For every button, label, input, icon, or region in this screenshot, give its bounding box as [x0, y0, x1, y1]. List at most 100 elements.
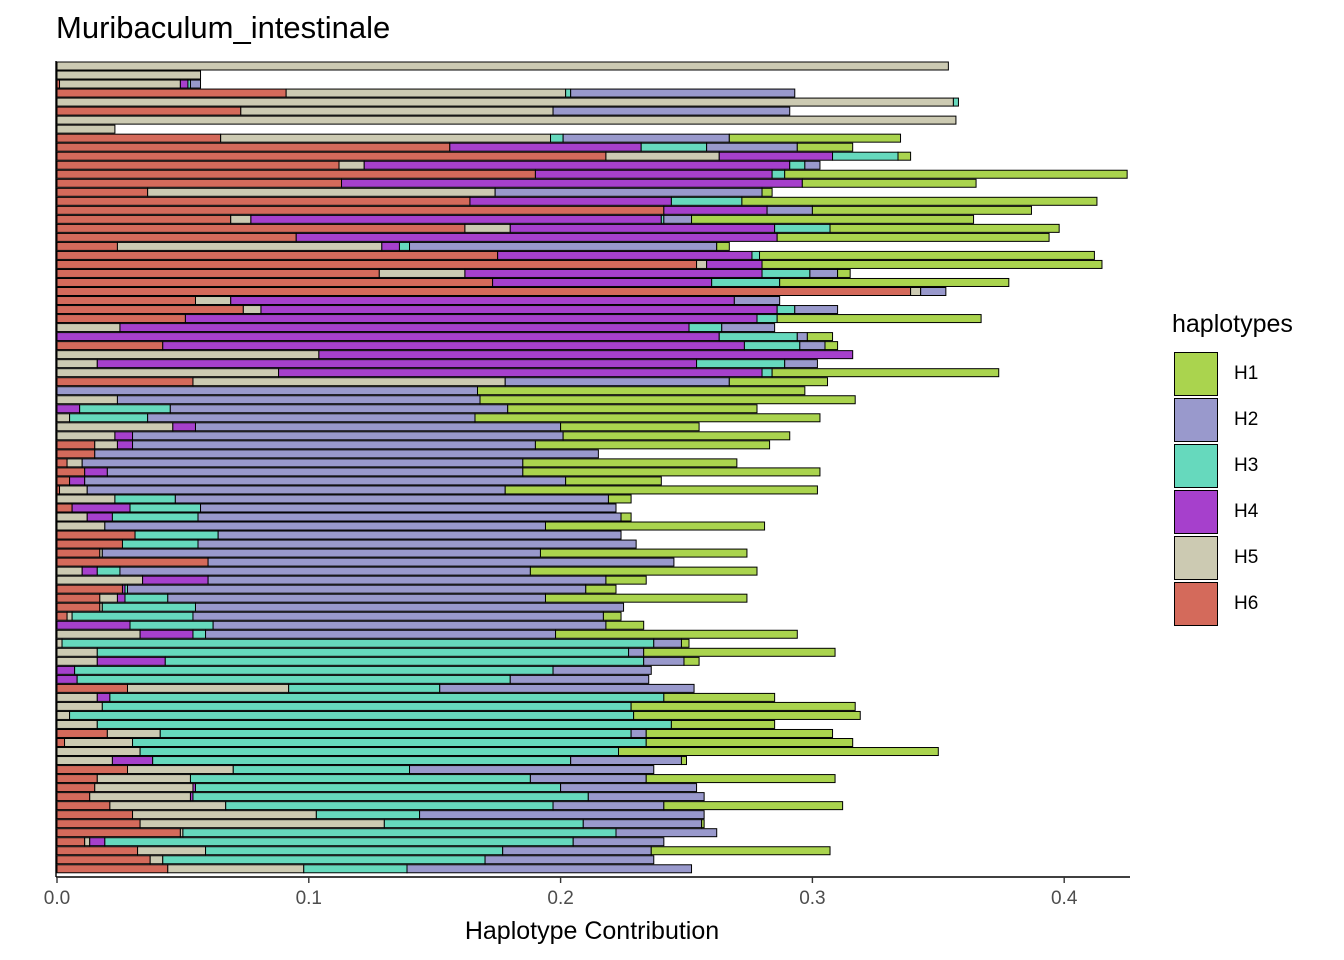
bar-segment-h2 — [552, 106, 791, 116]
bar-segment-h5 — [94, 440, 118, 450]
bar-segment-h1 — [534, 440, 771, 450]
bar-segment-h1 — [761, 187, 773, 197]
bar-segment-h2 — [509, 674, 650, 684]
bar-segment-h2 — [502, 846, 652, 856]
bar-segment-h2 — [207, 557, 675, 567]
bar-segment-h3 — [124, 593, 169, 603]
bar-segment-h2 — [217, 530, 622, 540]
bar-segment-h1 — [680, 638, 690, 648]
bar-segment-h2 — [562, 133, 730, 143]
bar-segment-h2 — [560, 783, 698, 793]
bar-segment-h6 — [56, 277, 494, 287]
bar-segment-h4 — [492, 277, 713, 287]
bar-segment-h2 — [205, 629, 557, 639]
bar-segment-h4 — [706, 259, 763, 269]
bar-segment-h1 — [663, 801, 844, 811]
bar-segment-h5 — [147, 187, 496, 197]
bar-segment-h1 — [562, 431, 791, 441]
bar-segment-h5 — [230, 214, 252, 224]
legend-item-h6: H6 — [1172, 581, 1293, 627]
bar-segment-h2 — [132, 440, 536, 450]
bar-segment-h6 — [56, 801, 111, 811]
bar-segment-h5 — [464, 223, 511, 233]
bar-segment-h5 — [56, 692, 98, 702]
bar-segment-h1 — [522, 467, 821, 477]
legend-label: H6 — [1234, 593, 1259, 614]
bar-segment-h5 — [56, 124, 116, 134]
bar-segment-h5 — [56, 756, 113, 766]
bar-segment-h4 — [81, 566, 98, 576]
bar-segment-h6 — [56, 169, 536, 179]
bar-segment-h3 — [109, 692, 665, 702]
bar-segment-h6 — [56, 467, 86, 477]
bar-segment-h4 — [56, 674, 78, 684]
bar-segment-h4 — [179, 79, 189, 89]
bar-segment-h4 — [56, 665, 76, 675]
bar-segment-h2 — [529, 774, 647, 784]
bar-segment-h3 — [76, 674, 511, 684]
bar-segment-h3 — [756, 314, 778, 324]
bar-segment-h1 — [784, 169, 1128, 179]
bar-segment-h4 — [71, 503, 131, 513]
bar-segment-h2 — [197, 512, 622, 522]
bar-segment-h1 — [555, 629, 798, 639]
bar-segment-h4 — [295, 232, 778, 242]
bar-segment-h1 — [565, 476, 662, 486]
bar-segment-h2 — [582, 819, 703, 829]
bar-segment-h5 — [56, 494, 116, 504]
bar-segment-h3 — [315, 810, 421, 820]
bar-segment-h1 — [801, 178, 977, 188]
bar-segment-h6 — [56, 846, 139, 856]
bar-segment-h3 — [71, 611, 194, 621]
bar-segment-h3 — [101, 701, 632, 711]
bar-segment-h4 — [184, 314, 758, 324]
bar-segment-h6 — [56, 377, 194, 387]
bar-segment-h5 — [64, 738, 134, 747]
bar-segment-h4 — [96, 692, 111, 702]
legend-swatch — [1174, 398, 1218, 442]
bar-segment-h3 — [104, 837, 574, 847]
legend-items: H1 H2 H3 H4 H5 H6 — [1172, 351, 1293, 627]
bar-segment-h5 — [94, 783, 194, 793]
bar-segment-h2 — [104, 521, 546, 531]
bar-segment-h6 — [56, 792, 91, 802]
legend-item-h2: H2 — [1172, 397, 1293, 443]
x-axis-title: Haplotype Contribution — [465, 917, 719, 945]
bar-segment-h3 — [111, 512, 199, 522]
bar-segment-h3 — [152, 756, 572, 766]
bar-segment-h1 — [539, 548, 748, 558]
bar-segment-h4 — [56, 332, 720, 342]
bar-segment-h6 — [56, 611, 68, 621]
bar-segment-h4 — [509, 223, 776, 233]
bar-segment-h2 — [409, 765, 655, 775]
bar-segment-h5 — [56, 521, 106, 531]
bar-segment-h4 — [69, 476, 86, 486]
bar-segment-h1 — [680, 756, 688, 766]
bar-segment-h3 — [303, 864, 408, 874]
bar-segment-h2 — [570, 88, 796, 98]
bar-segment-h4 — [278, 368, 763, 378]
bar-segment-h3 — [114, 494, 176, 504]
bar-segment-h6 — [56, 314, 186, 324]
bar-segment-h5 — [127, 765, 234, 775]
bar-segment-h1 — [670, 719, 776, 729]
bar-segment-h5 — [56, 701, 103, 711]
bar-segment-h5 — [56, 422, 174, 432]
bar-segment-h4 — [449, 142, 642, 152]
bar-segment-h5 — [56, 629, 141, 639]
bar-segment-h4 — [250, 214, 662, 224]
bar-segment-h2 — [494, 187, 763, 197]
bar-segment-h2 — [81, 458, 524, 468]
bar-segment-h5 — [56, 575, 144, 585]
bar-segment-h6 — [56, 259, 698, 269]
bar-segment-h2 — [796, 332, 808, 342]
bar-segment-h2 — [132, 431, 564, 441]
bar-segment-h3 — [121, 539, 199, 549]
legend-item-h5: H5 — [1172, 535, 1293, 581]
bar-segment-h3 — [565, 88, 572, 98]
bar-segment-h5 — [56, 431, 116, 441]
bar-segment-h3 — [129, 620, 214, 630]
bar-segment-h3 — [69, 413, 149, 423]
bar-segment-h3 — [74, 665, 554, 675]
